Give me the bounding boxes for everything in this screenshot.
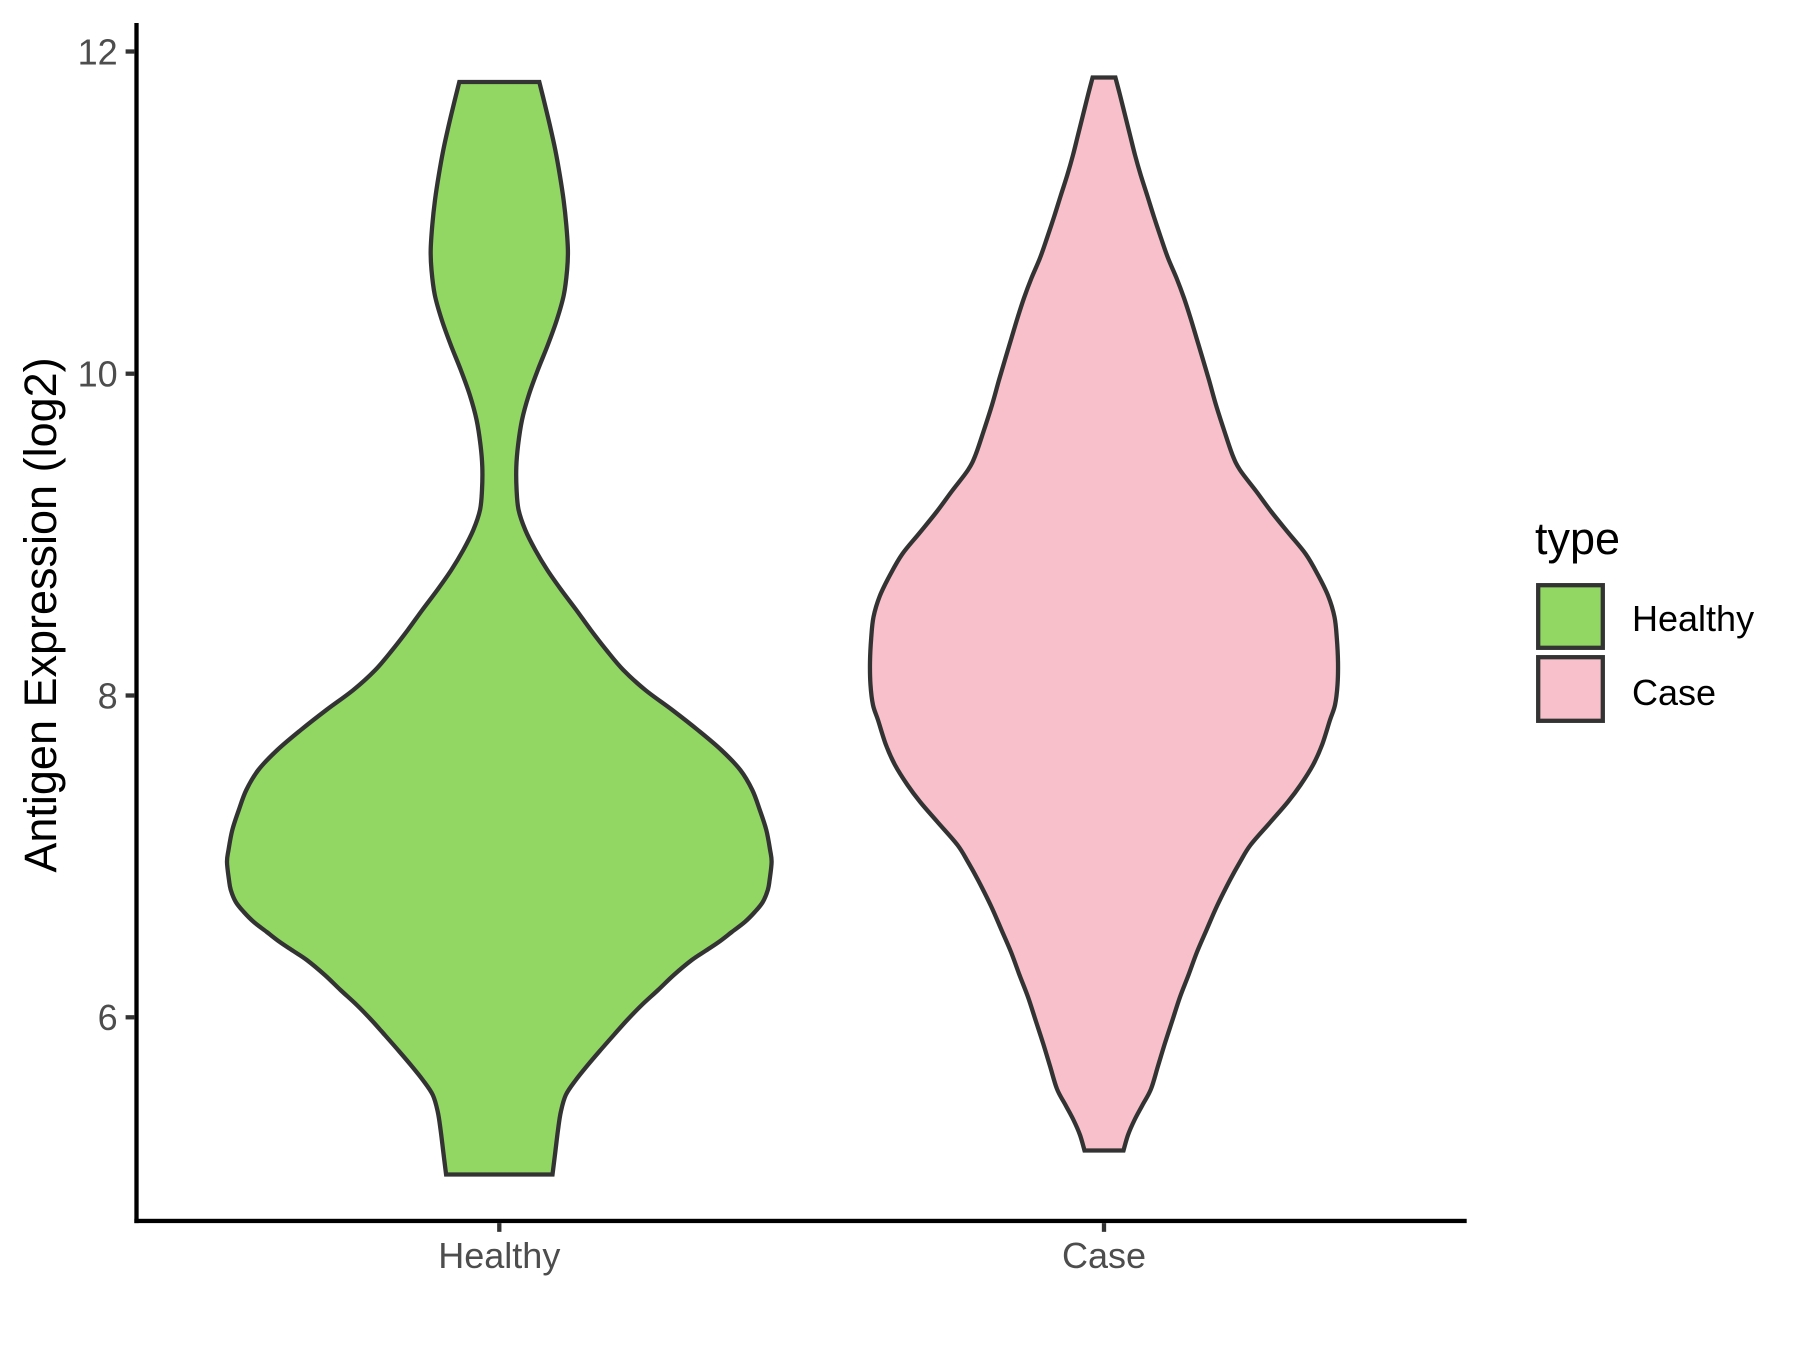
- svg-text:Healthy: Healthy: [438, 1235, 560, 1276]
- svg-text:Case: Case: [1062, 1235, 1146, 1276]
- svg-text:Antigen Expression (log2): Antigen Expression (log2): [15, 357, 66, 872]
- svg-text:Case: Case: [1632, 672, 1716, 713]
- svg-text:type: type: [1535, 513, 1620, 564]
- svg-text:10: 10: [78, 354, 118, 395]
- svg-text:12: 12: [78, 31, 118, 72]
- svg-text:Healthy: Healthy: [1632, 598, 1754, 639]
- svg-text:6: 6: [98, 997, 118, 1038]
- svg-text:8: 8: [98, 675, 118, 716]
